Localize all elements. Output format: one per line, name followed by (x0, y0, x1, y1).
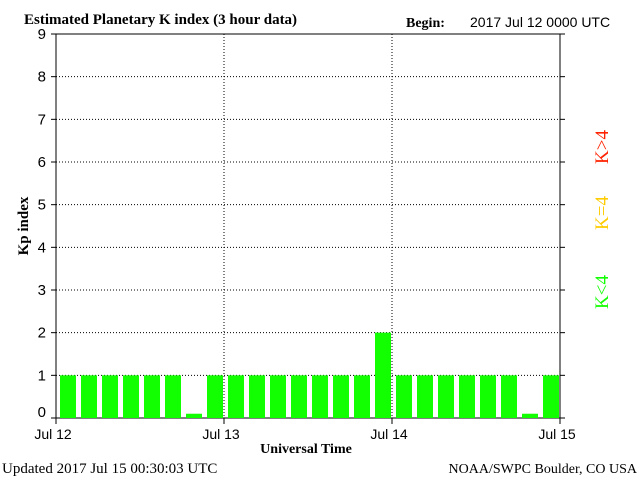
grid-lines (56, 34, 560, 418)
x-tick-label: Jul 14 (370, 426, 408, 442)
y-axis-ticks: 0 1 2 3 4 5 6 7 8 9 (38, 26, 565, 421)
x-tick-label: Jul 12 (34, 426, 72, 442)
y-tick-label: 4 (38, 239, 46, 256)
kp-bar (543, 375, 559, 418)
kp-bar (459, 375, 475, 418)
kp-bar (333, 375, 349, 418)
kp-bar (375, 332, 391, 418)
kp-bar (501, 375, 517, 418)
bars-group (60, 332, 559, 418)
y-tick-label: 6 (38, 154, 46, 171)
legend-label: K>4 (592, 130, 613, 164)
plot-area (55, 33, 561, 419)
x-tick-label: Jul 13 (202, 426, 240, 442)
x-axis-label: Universal Time (260, 442, 352, 457)
kp-bar (249, 375, 265, 418)
kp-bar (396, 375, 412, 418)
kp-bar (291, 375, 307, 418)
y-tick-label: 9 (38, 26, 46, 43)
y-tick-label: 3 (38, 282, 46, 299)
legend: K<4 K=4 K>4 (592, 130, 613, 309)
legend-label: K=4 (592, 196, 613, 230)
kp-bar (186, 413, 202, 418)
kp-bar (81, 375, 97, 418)
kp-bar (438, 375, 454, 418)
updated-timestamp: Updated 2017 Jul 15 00:30:03 UTC (2, 461, 217, 477)
y-tick-label: 5 (38, 197, 46, 214)
kp-bar (480, 375, 496, 418)
begin-value: 2017 Jul 12 0000 UTC (470, 14, 610, 30)
kp-bar (417, 375, 433, 418)
kp-bar (123, 375, 139, 418)
source-credit: NOAA/SWPC Boulder, CO USA (449, 462, 638, 477)
kp-bar (522, 413, 538, 418)
kp-bar (312, 375, 328, 418)
y-tick-label: 1 (38, 367, 46, 384)
x-axis-ticks: Jul 12 Jul 13 Jul 14 Jul 15 (34, 418, 576, 442)
kp-bar (228, 375, 244, 418)
kp-bar (165, 375, 181, 418)
kp-bar (270, 375, 286, 418)
y-tick-label: 2 (38, 325, 46, 342)
y-axis-label: Kp index (16, 196, 32, 255)
kp-bar (354, 375, 370, 418)
kp-bar (144, 375, 160, 418)
legend-label: K<4 (592, 275, 613, 309)
kp-bar (102, 375, 118, 418)
kp-bar (207, 375, 223, 418)
begin-label: Begin: (406, 16, 445, 31)
x-tick-label: Jul 15 (538, 426, 576, 442)
y-tick-label: 8 (38, 69, 46, 86)
y-tick-label: 0 (38, 404, 46, 421)
kp-bar (60, 375, 76, 418)
y-tick-label: 7 (38, 111, 46, 128)
chart-title: Estimated Planetary K index (3 hour data… (24, 12, 297, 28)
